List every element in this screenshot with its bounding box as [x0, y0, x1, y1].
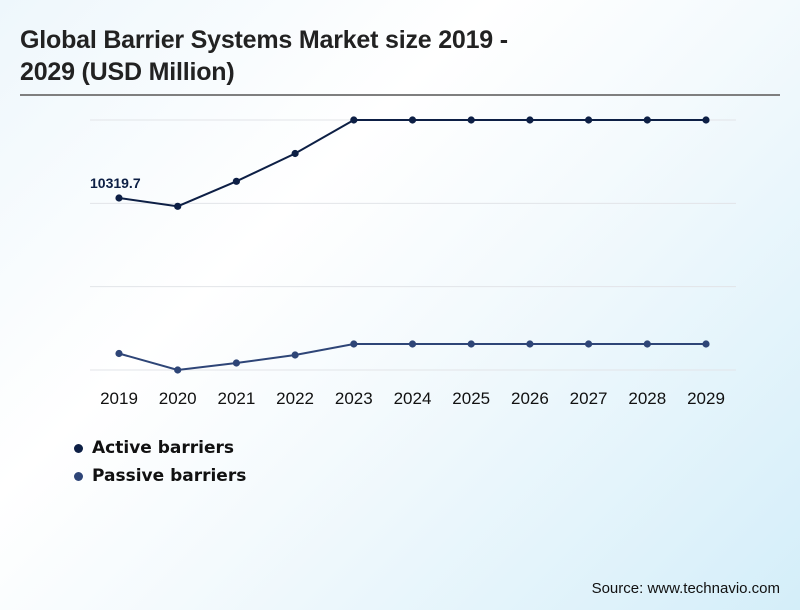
x-tick-label: 2023: [335, 389, 373, 408]
series-line: [118, 343, 706, 372]
title-divider: [20, 94, 780, 96]
data-point-2026[interactable]: [526, 340, 534, 348]
legend-item-passive-barriers[interactable]: Passive barriers: [74, 462, 246, 490]
annotations: 10319.7: [90, 175, 141, 191]
data-point-2028[interactable]: [643, 116, 651, 124]
x-tick-label: 2019: [100, 389, 138, 408]
legend-item-active-barriers[interactable]: Active barriers: [74, 434, 246, 462]
x-tick-label: 2022: [276, 389, 314, 408]
data-point-2022[interactable]: [291, 351, 299, 359]
x-tick-label: 2028: [628, 389, 666, 408]
legend-marker-active-icon: [74, 443, 83, 453]
data-point-2029[interactable]: [702, 116, 710, 124]
x-tick-label: 2020: [159, 389, 197, 408]
data-point-2020[interactable]: [174, 366, 182, 374]
data-point-2019[interactable]: [115, 349, 123, 358]
series-active-barriers: [115, 116, 710, 210]
x-tick-label: 2024: [394, 389, 432, 408]
x-tick-label: 2026: [511, 389, 549, 408]
data-point-2020[interactable]: [174, 202, 182, 210]
data-point-2024[interactable]: [408, 340, 417, 348]
chart-title-line-1: Global Barrier Systems Market size 2019 …: [20, 26, 508, 54]
data-point-2029[interactable]: [702, 340, 710, 348]
data-point-2025[interactable]: [467, 340, 475, 348]
series-passive-barriers: [115, 340, 710, 374]
data-point-2022[interactable]: [291, 149, 299, 158]
data-point-2027[interactable]: [585, 340, 593, 348]
data-point-2021[interactable]: [232, 359, 240, 367]
series-group: [115, 116, 710, 374]
chart-title-line-2: 2029 (USD Million): [20, 58, 235, 86]
x-tick-label: 2025: [452, 389, 490, 408]
x-tick-label: 2021: [217, 389, 255, 408]
data-point-2023[interactable]: [350, 116, 358, 124]
x-tick-label: 2027: [570, 389, 608, 408]
data-label: 10319.7: [90, 175, 141, 191]
data-point-2019[interactable]: [115, 194, 123, 202]
data-point-2021[interactable]: [232, 177, 240, 185]
line-chart: 2019 2020 2021 2022 2023 2024 2025 2026 2027 2028…: [90, 116, 736, 408]
chart-title: Global Barrier Systems Market size 2019 …: [20, 24, 640, 88]
data-point-2027[interactable]: [585, 116, 593, 124]
data-point-2024[interactable]: [408, 116, 417, 124]
series-line: [118, 119, 706, 208]
x-axis-labels: 2019 2020 2021 2022 2023 2024 2025 2026 2027 2028…: [100, 389, 725, 408]
gridlines: [90, 119, 736, 371]
source-note: Source: www.technavio.com: [591, 580, 780, 597]
legend-marker-passive-icon: [74, 471, 83, 481]
legend-label: Passive barriers: [92, 466, 247, 486]
legend: Active barriers Passive barriers: [74, 434, 246, 490]
data-point-2026[interactable]: [526, 116, 534, 124]
x-tick-label: 2029: [687, 389, 725, 408]
data-point-2023[interactable]: [350, 340, 358, 348]
data-point-2028[interactable]: [643, 340, 651, 348]
legend-label: Active barriers: [92, 438, 234, 458]
data-point-2025[interactable]: [467, 116, 475, 124]
